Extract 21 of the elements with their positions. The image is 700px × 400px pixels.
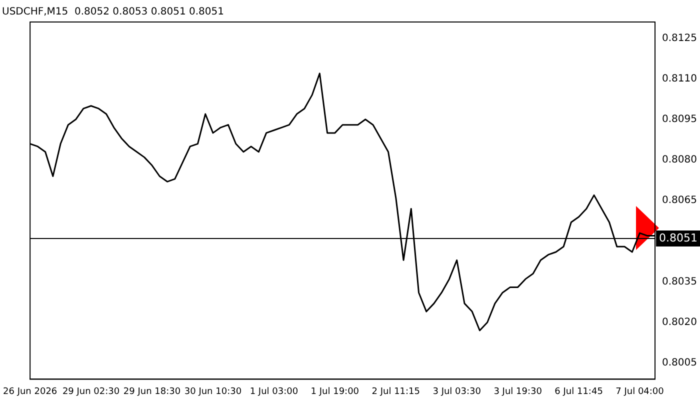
x-tick-label: 29 Jun 02:30 <box>62 386 120 397</box>
ref-line-label: 0.8051 <box>659 231 698 244</box>
x-tick-label: 29 Jun 18:30 <box>123 386 181 397</box>
y-tick-label: 0.8020 <box>662 316 698 328</box>
x-tick-label: 30 Jun 10:30 <box>184 386 242 397</box>
x-tick-label: 1 Jul 19:00 <box>310 386 360 397</box>
y-tick-label: 0.8095 <box>662 114 698 126</box>
y-tick-label: 0.8035 <box>662 276 698 288</box>
y-tick-label: 0.8005 <box>662 358 698 369</box>
x-tick-label: 7 Jul 04:00 <box>616 386 664 397</box>
y-tick-label: 0.8065 <box>662 195 698 206</box>
y-tick-label: 0.8080 <box>662 154 698 166</box>
y-tick-label: 0.8110 <box>662 73 698 84</box>
x-tick-label: 26 Jun 2026 <box>3 386 58 397</box>
x-tick-label: 2 Jul 11:15 <box>372 386 420 397</box>
y-tick-label: 0.8125 <box>662 32 698 44</box>
x-tick-label: 1 Jul 03:00 <box>250 386 298 397</box>
x-tick-label: 3 Jul 19:30 <box>494 386 542 397</box>
x-tick-label: 6 Jul 11:45 <box>554 386 603 397</box>
chart-title: USDCHF,M15 0.8052 0.8053 0.8051 0.8051 <box>2 6 224 18</box>
x-tick-label: 3 Jul 03:30 <box>432 386 482 397</box>
